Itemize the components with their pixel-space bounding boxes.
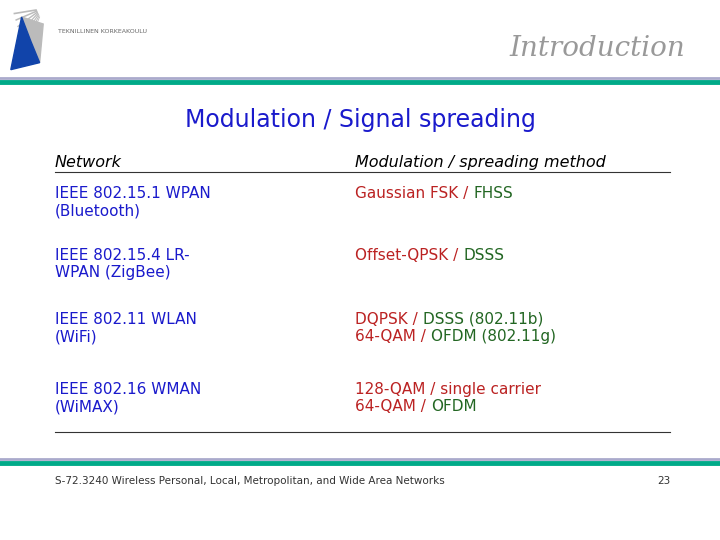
- Text: 23: 23: [657, 476, 670, 486]
- Text: IEEE 802.15.4 LR-: IEEE 802.15.4 LR-: [55, 248, 189, 263]
- Text: S-72.3240 Wireless Personal, Local, Metropolitan, and Wide Area Networks: S-72.3240 Wireless Personal, Local, Metr…: [55, 476, 445, 486]
- Text: Introduction: Introduction: [509, 35, 685, 62]
- Text: 64-QAM /: 64-QAM /: [355, 329, 431, 344]
- Text: 64-QAM /: 64-QAM /: [355, 399, 431, 414]
- Text: (Bluetooth): (Bluetooth): [55, 203, 141, 218]
- Text: Gaussian FSK /: Gaussian FSK /: [355, 186, 473, 201]
- Text: IEEE 802.11 WLAN: IEEE 802.11 WLAN: [55, 312, 197, 327]
- Polygon shape: [11, 17, 40, 70]
- Text: IEEE 802.16 WMAN: IEEE 802.16 WMAN: [55, 382, 202, 397]
- Text: DSSS (802.11b): DSSS (802.11b): [423, 312, 543, 327]
- Text: Network: Network: [55, 155, 122, 170]
- Polygon shape: [22, 17, 43, 63]
- Text: DSSS: DSSS: [463, 248, 504, 263]
- Text: Modulation / spreading method: Modulation / spreading method: [355, 155, 606, 170]
- Text: 128-QAM / single carrier: 128-QAM / single carrier: [355, 382, 541, 397]
- Text: Offset-QPSK /: Offset-QPSK /: [355, 248, 463, 263]
- Text: IEEE 802.15.1 WPAN: IEEE 802.15.1 WPAN: [55, 186, 211, 201]
- Text: DQPSK /: DQPSK /: [355, 312, 423, 327]
- Text: Modulation / Signal spreading: Modulation / Signal spreading: [184, 108, 536, 132]
- Text: WPAN (ZigBee): WPAN (ZigBee): [55, 265, 171, 280]
- Text: FHSS: FHSS: [473, 186, 513, 201]
- Text: OFDM: OFDM: [431, 399, 477, 414]
- Text: (WiFi): (WiFi): [55, 329, 98, 344]
- Text: (WiMAX): (WiMAX): [55, 399, 120, 414]
- Text: OFDM (802.11g): OFDM (802.11g): [431, 329, 556, 344]
- Text: TEKNILLINEN KORKEAKOULU: TEKNILLINEN KORKEAKOULU: [58, 29, 147, 34]
